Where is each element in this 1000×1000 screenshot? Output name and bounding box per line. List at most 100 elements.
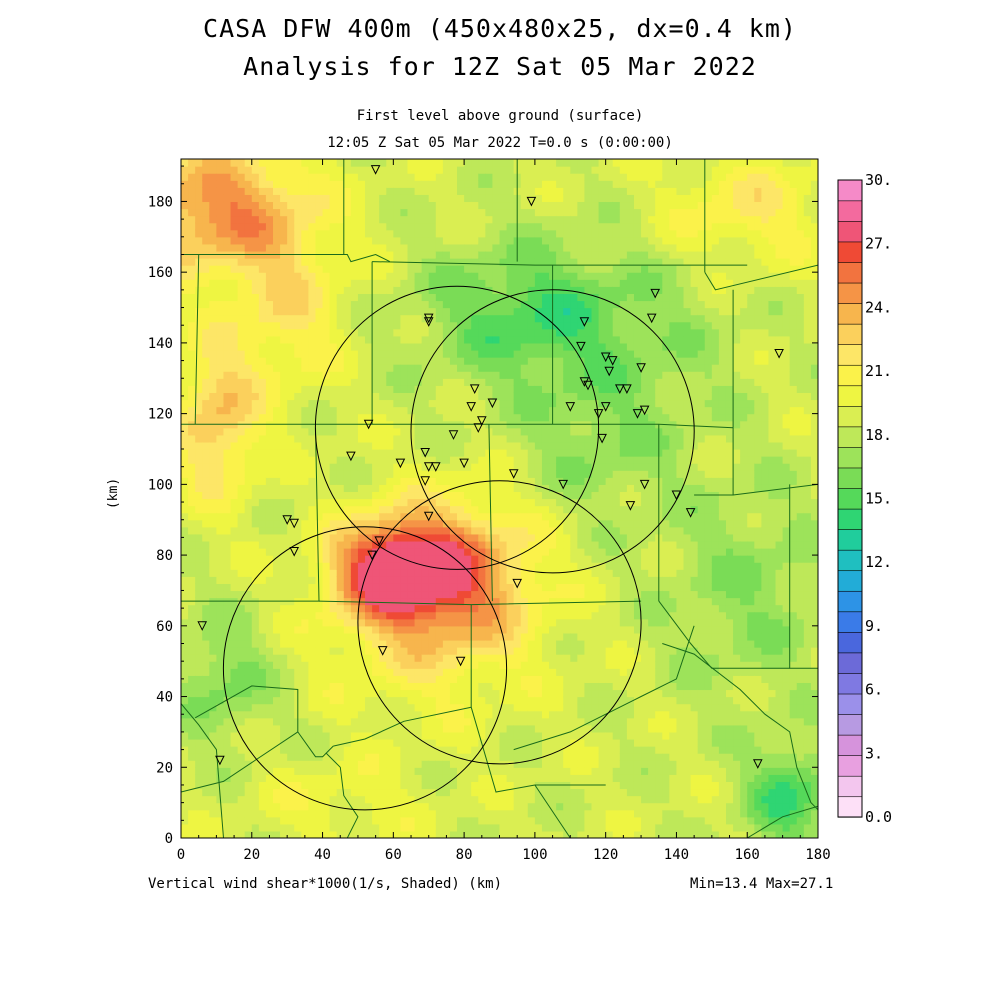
heatmap-cell (442, 505, 451, 514)
heatmap-cell (365, 639, 373, 648)
heatmap-cell (237, 682, 246, 691)
heatmap-cell (188, 335, 196, 344)
heatmap-cell (209, 562, 217, 570)
heatmap-cell (471, 378, 479, 386)
heatmap-cell (457, 357, 465, 365)
heatmap-cell (209, 795, 217, 804)
heatmap-cell (357, 456, 366, 464)
heatmap-cell (315, 555, 324, 563)
heatmap-cell (209, 180, 217, 188)
heatmap-cell (457, 378, 465, 386)
heatmap-cell (400, 194, 409, 203)
heatmap-cell (315, 519, 324, 528)
heatmap-cell (202, 491, 210, 500)
heatmap-cell (350, 647, 359, 655)
heatmap-cell (343, 314, 352, 323)
heatmap-cell (301, 427, 309, 436)
heatmap-cell (513, 519, 522, 528)
heatmap-cell (527, 555, 536, 563)
heatmap-cell (216, 229, 225, 238)
heatmap-cell (506, 639, 515, 648)
heatmap-cell (195, 328, 203, 337)
heatmap-cell (350, 604, 359, 613)
heatmap-cell (393, 484, 402, 493)
heatmap-cell (181, 760, 189, 768)
heatmap-cell (251, 484, 260, 493)
heatmap-cell (541, 371, 550, 379)
heatmap-cell (534, 335, 543, 344)
heatmap-cell (520, 229, 529, 238)
heatmap-cell (414, 463, 423, 471)
heatmap-cell (294, 349, 302, 358)
heatmap-cell (478, 632, 486, 641)
heatmap-cell (357, 540, 366, 549)
heatmap-cell (478, 562, 486, 570)
heatmap-cell (365, 258, 373, 266)
heatmap-cell (435, 731, 444, 740)
heatmap-cell (223, 604, 232, 613)
heatmap-cell (336, 583, 345, 592)
heatmap-cell (471, 562, 479, 570)
heatmap-cell (428, 349, 437, 358)
heatmap-cell (442, 774, 451, 783)
heatmap-cell (379, 335, 387, 344)
heatmap-cell (471, 194, 479, 203)
heatmap-cell (428, 823, 437, 832)
heatmap-cell (230, 456, 239, 464)
heatmap-cell (527, 378, 536, 386)
heatmap-cell (464, 349, 472, 358)
heatmap-cell (527, 173, 536, 181)
heatmap-cell (506, 434, 515, 443)
heatmap-cell (527, 413, 536, 422)
heatmap-cell (393, 604, 402, 613)
heatmap-cell (506, 173, 515, 181)
heatmap-cell (209, 604, 217, 613)
heatmap-cell (421, 427, 430, 436)
heatmap-cell (287, 668, 295, 676)
heatmap-cell (294, 477, 302, 485)
heatmap-cell (520, 562, 529, 570)
heatmap-cell (287, 746, 295, 754)
heatmap-cell (365, 427, 373, 436)
heatmap-cell (464, 208, 472, 217)
heatmap-cell (258, 222, 267, 231)
heatmap-cell (195, 491, 203, 500)
heatmap-cell (223, 675, 232, 683)
heatmap-cell (195, 625, 203, 634)
heatmap-cell (421, 675, 430, 683)
heatmap-cell (372, 597, 380, 606)
heatmap-cell (223, 187, 232, 195)
heatmap-cell (471, 187, 479, 195)
heatmap-cell (265, 413, 274, 422)
heatmap-cell (442, 611, 451, 620)
heatmap-cell (393, 576, 402, 584)
heatmap-cell (294, 611, 302, 620)
heatmap-cell (414, 647, 423, 655)
heatmap-cell (294, 300, 302, 309)
heatmap-cell (336, 717, 345, 726)
heatmap-cell (294, 802, 302, 811)
heatmap-cell (357, 385, 366, 393)
heatmap-cell (421, 774, 430, 783)
heatmap-cell (372, 173, 380, 181)
heatmap-cell (534, 250, 543, 259)
heatmap-cell (357, 618, 366, 627)
heatmap-cell (421, 647, 430, 655)
heatmap-cell (421, 258, 430, 266)
heatmap-cell (273, 689, 281, 698)
heatmap-cell (301, 448, 309, 457)
heatmap-cell (301, 399, 309, 408)
heatmap-cell (513, 738, 522, 747)
heatmap-cell (350, 173, 359, 181)
heatmap-cell (407, 392, 416, 401)
heatmap-cell (428, 406, 437, 415)
heatmap-cell (421, 576, 430, 584)
heatmap-cell (435, 335, 444, 344)
heatmap-cell (372, 576, 380, 584)
heatmap-cell (372, 526, 380, 535)
heatmap-cell (216, 689, 225, 698)
heatmap-cell (365, 802, 373, 811)
heatmap-cell (471, 300, 479, 309)
heatmap-cell (464, 250, 472, 259)
heatmap-cell (400, 816, 409, 825)
